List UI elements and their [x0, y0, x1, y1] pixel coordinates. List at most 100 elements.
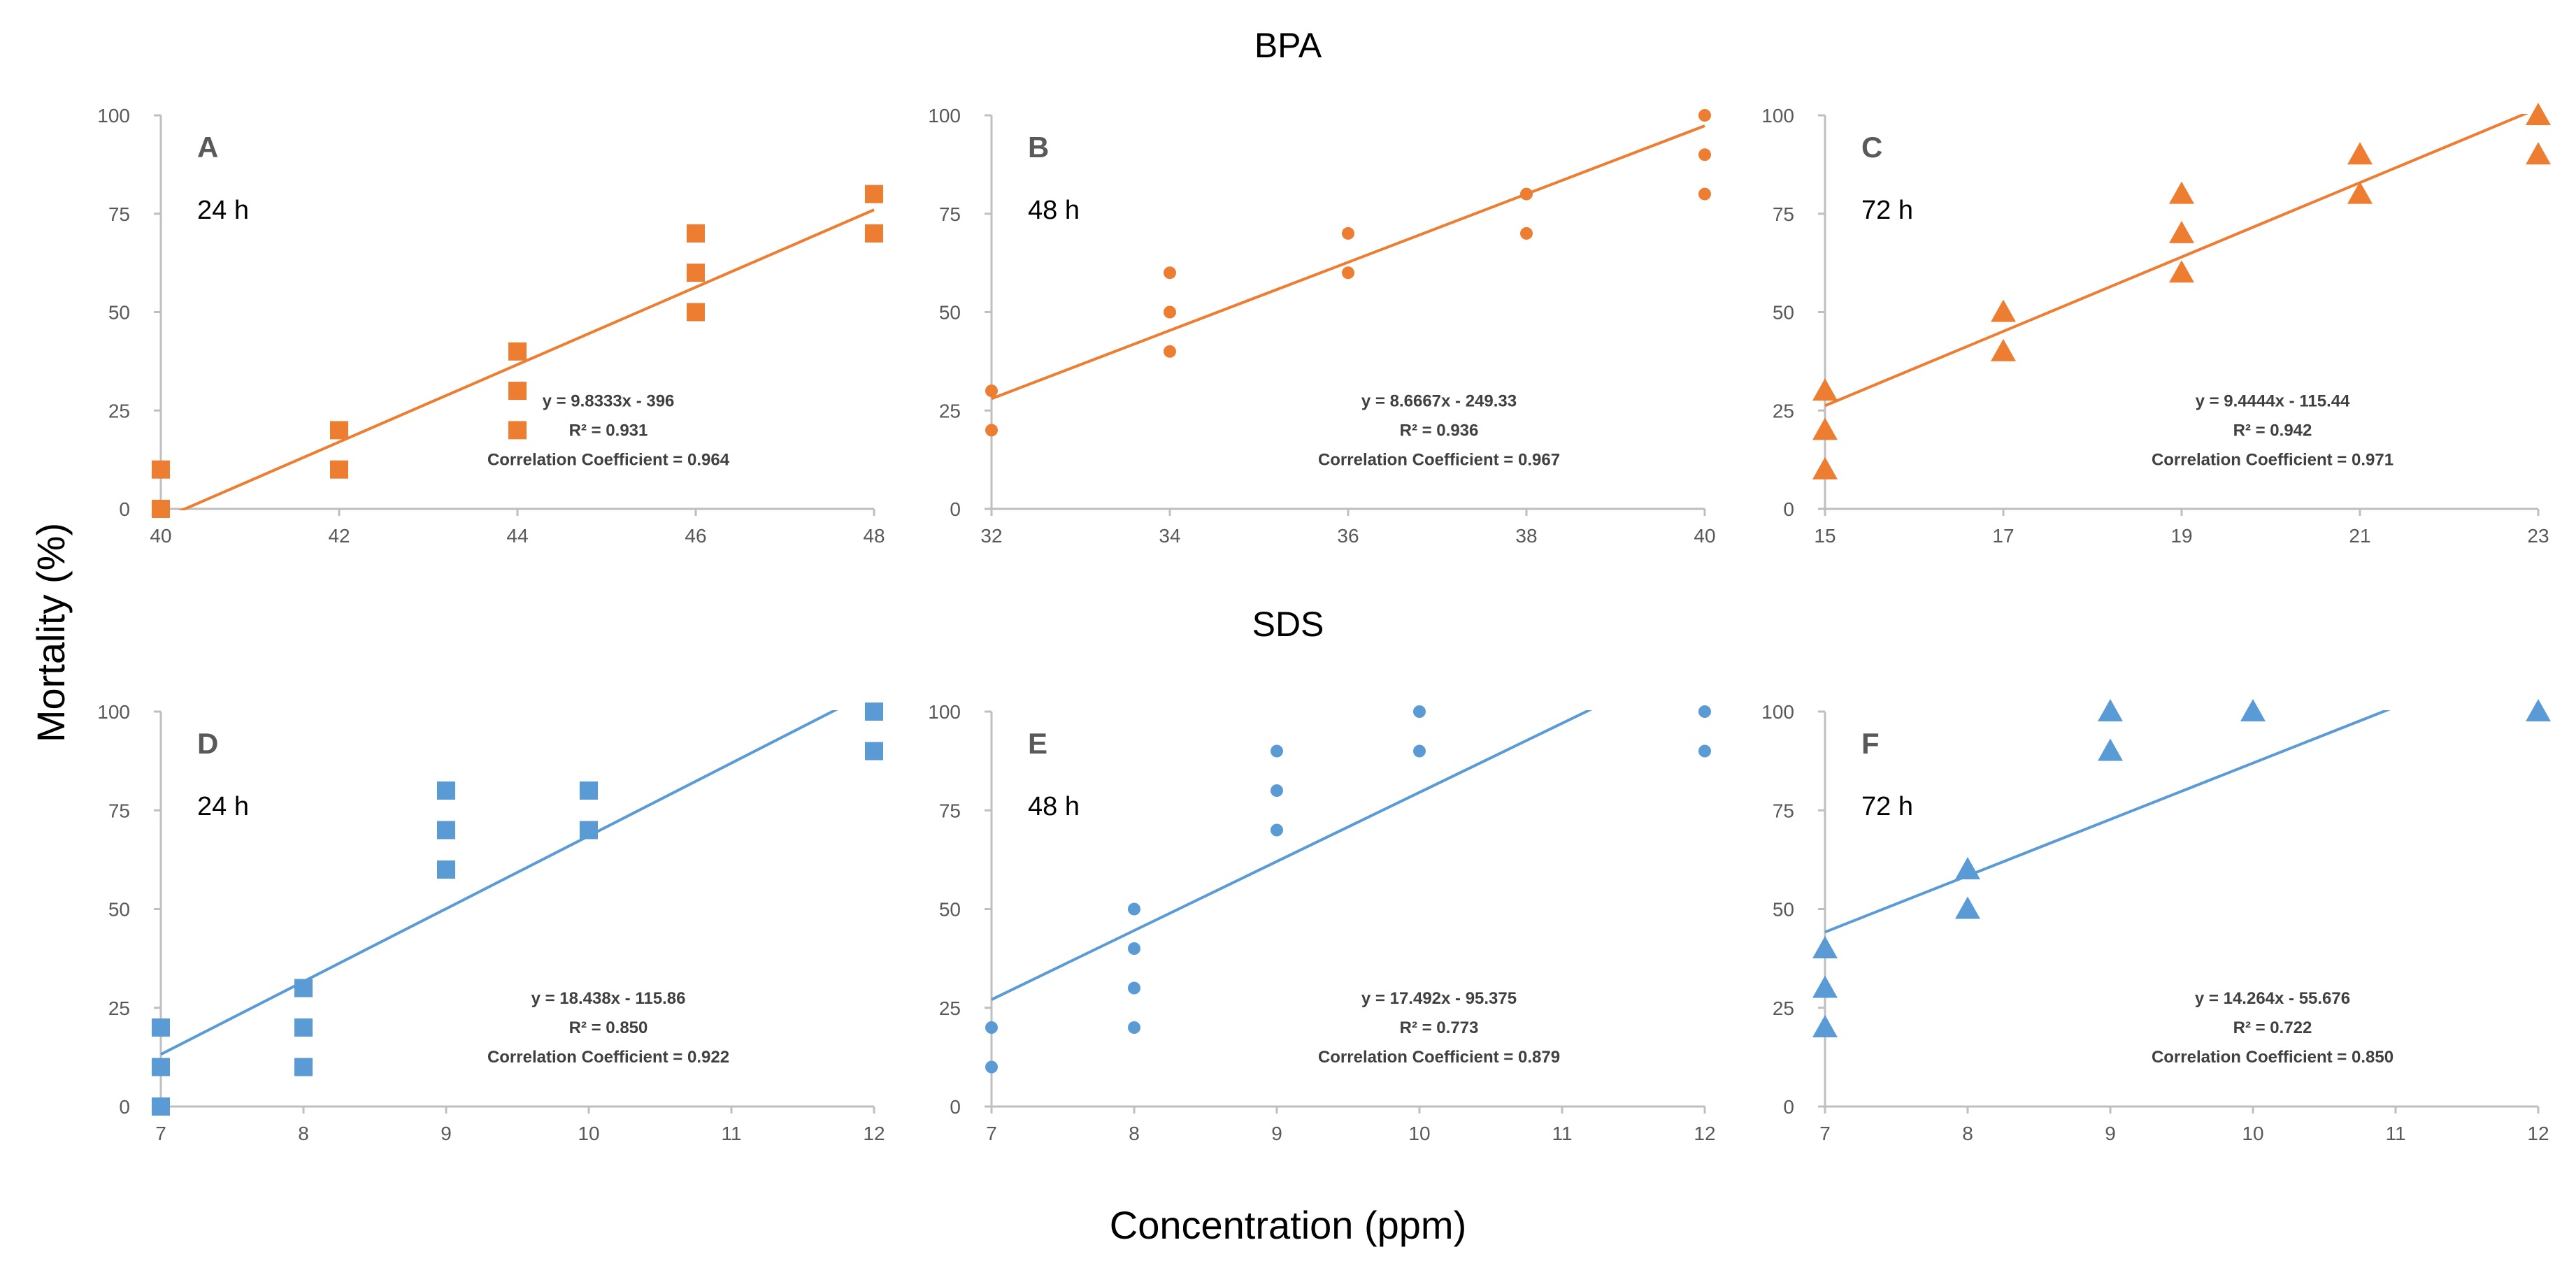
y-tick-label-f-25: 25	[1773, 997, 1794, 1019]
data-point-c-9	[2347, 181, 2373, 204]
data-point-e-9	[1271, 744, 1283, 758]
x-tick-label-a-40: 40	[150, 525, 171, 547]
y-tick-label-c-100: 100	[1761, 105, 1794, 127]
panel-letter-b: B	[1028, 131, 1049, 164]
y-tick-label-f-50: 50	[1773, 899, 1794, 921]
panel-c: 0 25 50 75 100 15 17 19 21 23 C 72 h y = 9.4444x - 1…	[1761, 103, 2551, 547]
data-point-a-5	[508, 421, 527, 440]
r-squared-label-e: R² = 0.773	[1400, 1018, 1479, 1037]
data-point-e-5	[1128, 942, 1140, 955]
data-point-c-8	[2169, 181, 2194, 204]
x-tick-label-a-48: 48	[863, 525, 885, 547]
x-tick-label-c-21: 21	[2349, 525, 2370, 547]
y-tick-label-a-25: 25	[108, 400, 130, 422]
data-point-d-12	[865, 742, 883, 761]
x-tick-label-d-11: 11	[721, 1123, 741, 1144]
y-tick-label-b-0: 0	[950, 498, 961, 520]
data-point-c-5	[1991, 299, 2016, 322]
trendline-c	[1824, 114, 2528, 408]
x-tick-label-e-11: 11	[1552, 1123, 1572, 1144]
r-squared-label-a: R² = 0.931	[569, 422, 648, 440]
correlation-label-e: Correlation Coefficient = 0.879	[1318, 1048, 1560, 1067]
trendline-a	[178, 208, 875, 510]
data-point-a-8	[687, 303, 705, 322]
data-point-e-10	[1413, 744, 1426, 758]
x-tick-label-d-12: 12	[863, 1123, 885, 1144]
x-tick-label-b-36: 36	[1337, 525, 1359, 547]
data-point-c-3	[1812, 378, 1838, 401]
data-point-e-4	[1128, 981, 1140, 995]
data-point-d-10	[580, 821, 598, 840]
data-point-e-12	[1698, 744, 1711, 758]
data-point-b-8	[1520, 226, 1533, 240]
correlation-label-a: Correlation Coefficient = 0.964	[487, 451, 730, 470]
data-point-b-6	[1342, 266, 1354, 280]
data-point-c-4	[1991, 338, 2016, 361]
y-tick-label-a-75: 75	[108, 203, 130, 225]
x-axis-title: Concentration (ppm)	[1110, 1203, 1466, 1247]
data-point-d-1	[152, 1097, 170, 1116]
y-tick-label-b-50: 50	[939, 302, 961, 324]
data-point-f-3	[1812, 936, 1838, 958]
y-tick-label-c-0: 0	[1783, 498, 1794, 520]
data-point-a-2	[152, 460, 170, 479]
x-tick-label-b-34: 34	[1159, 525, 1180, 547]
x-tick-label-a-44: 44	[506, 525, 528, 547]
data-point-c-12	[2526, 103, 2551, 125]
data-point-c-7	[2169, 220, 2194, 243]
data-point-b-9	[1520, 187, 1533, 201]
y-tick-label-e-75: 75	[939, 800, 961, 821]
x-tick-label-c-23: 23	[2527, 525, 2549, 547]
data-point-a-9	[687, 264, 705, 282]
x-tick-label-d-10: 10	[578, 1123, 599, 1144]
data-point-a-3	[330, 460, 348, 479]
group-title-sds: SDS	[1252, 605, 1324, 644]
correlation-label-b: Correlation Coefficient = 0.967	[1318, 451, 1560, 470]
y-tick-label-f-100: 100	[1761, 701, 1794, 723]
data-point-c-10	[2347, 142, 2373, 165]
x-tick-label-d-8: 8	[298, 1123, 309, 1144]
y-tick-label-e-25: 25	[939, 997, 961, 1019]
data-point-a-4	[330, 421, 348, 440]
time-label-c: 72 h	[1861, 196, 1913, 225]
panel-d: 0 25 50 75 100 7 8 9 10 11 12 D 24 h y = 18.438x - 11…	[97, 701, 885, 1144]
x-tick-label-f-10: 10	[2242, 1123, 2263, 1144]
equation-label-d: y = 18.438x - 115.86	[531, 989, 686, 1008]
y-tick-label-e-50: 50	[939, 899, 961, 921]
data-point-b-7	[1342, 226, 1354, 240]
time-label-e: 48 h	[1028, 792, 1080, 821]
data-point-d-3	[152, 1018, 170, 1037]
x-tick-label-e-8: 8	[1129, 1123, 1140, 1144]
data-point-a-6	[508, 382, 527, 401]
x-tick-label-e-7: 7	[986, 1123, 997, 1144]
data-point-d-7	[437, 860, 455, 879]
trendline-e	[991, 710, 1593, 1001]
y-tick-label-e-0: 0	[950, 1096, 961, 1118]
trendline-b	[991, 124, 1705, 401]
correlation-label-d: Correlation Coefficient = 0.922	[487, 1048, 729, 1067]
data-point-a-12	[865, 185, 883, 203]
y-tick-label-d-50: 50	[108, 899, 130, 921]
data-point-b-1	[985, 424, 998, 437]
x-tick-label-f-8: 8	[1962, 1123, 1973, 1144]
data-point-b-10	[1698, 187, 1711, 201]
data-point-f-2	[1812, 975, 1838, 998]
data-point-a-1	[152, 500, 170, 518]
data-point-a-11	[865, 224, 883, 243]
data-point-d-4	[294, 1058, 313, 1076]
correlation-label-f: Correlation Coefficient = 0.850	[2152, 1048, 2393, 1067]
data-point-c-1	[1812, 456, 1838, 480]
y-tick-label-d-75: 75	[108, 800, 130, 821]
panel-letter-e: E	[1028, 727, 1047, 760]
x-tick-label-d-9: 9	[441, 1123, 452, 1144]
time-label-b: 48 h	[1028, 196, 1080, 225]
group-title-bpa: BPA	[1254, 26, 1322, 65]
data-point-e-1	[985, 1060, 998, 1074]
y-tick-label-a-0: 0	[119, 498, 130, 520]
data-point-d-11	[580, 781, 598, 800]
data-point-a-7	[508, 342, 527, 361]
x-tick-label-d-7: 7	[155, 1123, 166, 1144]
y-tick-label-b-75: 75	[939, 203, 961, 225]
